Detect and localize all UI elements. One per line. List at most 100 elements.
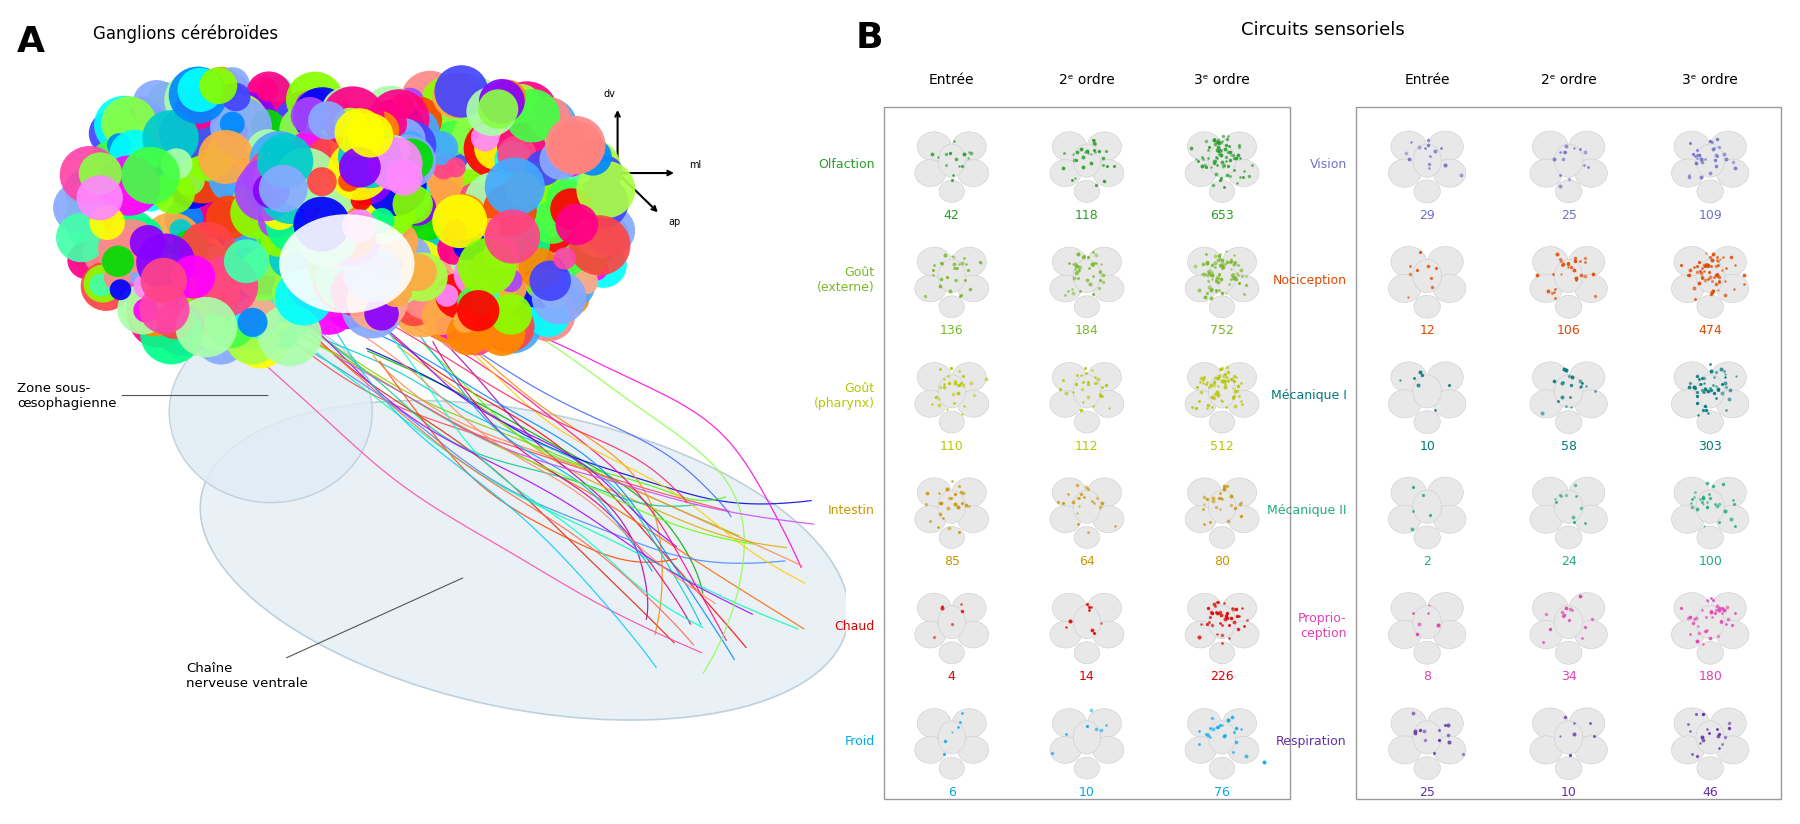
Circle shape [410,212,457,258]
Circle shape [1697,180,1723,203]
Circle shape [274,188,324,237]
Circle shape [137,233,194,291]
Ellipse shape [1073,721,1100,754]
Circle shape [88,110,135,157]
Circle shape [448,249,495,294]
Circle shape [193,79,248,133]
Circle shape [1532,131,1568,162]
Circle shape [362,220,383,241]
Circle shape [139,285,189,334]
Circle shape [1674,362,1710,393]
Circle shape [200,310,229,339]
Circle shape [1413,641,1440,664]
Circle shape [1087,593,1121,623]
Circle shape [180,222,236,277]
Circle shape [1228,391,1258,417]
Circle shape [178,68,223,112]
Circle shape [380,135,410,165]
Circle shape [106,112,142,147]
Circle shape [401,191,425,214]
Ellipse shape [938,260,965,293]
Circle shape [274,325,297,349]
Circle shape [65,191,126,250]
Circle shape [1715,159,1750,187]
Circle shape [1570,131,1606,162]
Circle shape [1530,505,1562,533]
Circle shape [526,184,554,211]
Circle shape [239,96,302,156]
Circle shape [331,289,364,321]
Circle shape [392,280,452,337]
Circle shape [335,199,391,252]
Circle shape [256,206,279,229]
Ellipse shape [1555,490,1582,523]
Circle shape [1672,159,1705,187]
Circle shape [1672,274,1705,302]
Circle shape [385,159,423,195]
Circle shape [526,295,569,337]
Circle shape [499,269,522,293]
Circle shape [479,79,526,124]
Circle shape [481,301,535,353]
Circle shape [446,196,484,233]
Circle shape [374,205,401,233]
Circle shape [439,243,466,269]
Circle shape [169,165,216,208]
Circle shape [220,92,277,147]
Circle shape [315,211,364,259]
Circle shape [299,152,329,180]
Circle shape [329,190,369,229]
Text: Nociception: Nociception [1273,274,1346,287]
Circle shape [211,97,272,157]
Text: 106: 106 [1557,325,1580,337]
Circle shape [103,133,126,156]
Circle shape [484,209,540,264]
Circle shape [241,274,299,330]
Circle shape [1575,274,1607,302]
Circle shape [464,119,522,177]
Circle shape [1075,296,1100,318]
Circle shape [914,621,945,648]
Circle shape [445,219,466,241]
Circle shape [439,238,464,264]
Text: 64: 64 [1078,555,1094,568]
Circle shape [1413,295,1440,318]
Circle shape [304,211,342,247]
Circle shape [1555,295,1582,318]
Text: 512: 512 [1210,440,1235,452]
Circle shape [331,267,382,316]
Circle shape [421,283,484,344]
Circle shape [1575,620,1607,648]
Circle shape [221,83,250,111]
Circle shape [1188,709,1222,738]
Circle shape [284,138,338,190]
Circle shape [99,167,151,218]
Circle shape [1710,592,1746,624]
Circle shape [401,71,459,128]
Circle shape [338,147,382,188]
Circle shape [331,165,391,222]
Ellipse shape [1555,375,1582,408]
Circle shape [313,118,376,179]
Circle shape [346,126,380,160]
Circle shape [1674,477,1710,508]
Circle shape [373,250,401,279]
Circle shape [254,104,293,143]
Circle shape [160,148,193,180]
Circle shape [140,303,203,364]
Circle shape [191,244,221,274]
Circle shape [344,191,401,247]
Text: 85: 85 [943,555,959,568]
Circle shape [301,127,360,185]
Circle shape [333,178,376,219]
Circle shape [293,87,351,144]
Ellipse shape [1413,375,1442,408]
Circle shape [301,295,322,316]
Circle shape [245,159,304,218]
Circle shape [472,124,499,152]
Circle shape [187,246,239,297]
Circle shape [160,138,225,199]
Circle shape [140,258,187,303]
Circle shape [1710,362,1746,393]
Circle shape [1697,756,1723,780]
